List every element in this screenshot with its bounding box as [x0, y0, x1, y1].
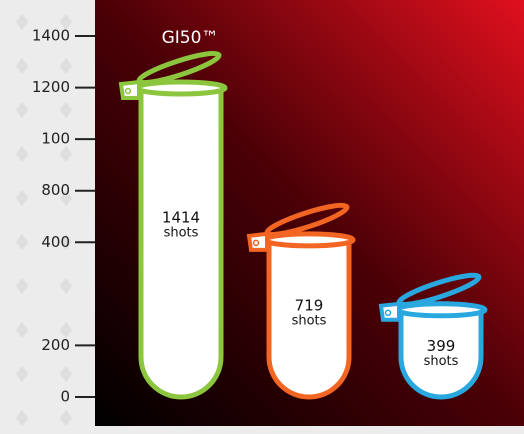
value-label: 399: [427, 337, 456, 355]
tube-rim: [134, 79, 228, 97]
y-tick-label: 1400: [32, 27, 70, 45]
chart-title: GI50™: [162, 28, 219, 48]
y-tick-label: 800: [41, 181, 70, 199]
hinge-dot: [252, 239, 260, 247]
value-unit: shots: [164, 225, 199, 240]
y-tick-label: 100: [41, 130, 70, 148]
tube-rim: [262, 231, 356, 249]
hinge-dot: [124, 87, 132, 95]
y-tick-label: 1200: [32, 78, 70, 96]
value-unit: shots: [424, 354, 459, 369]
value-label: 1414: [162, 208, 200, 226]
tube-body: [138, 85, 224, 400]
tube-body: [266, 237, 352, 400]
tube-rim: [394, 301, 488, 319]
y-tick-label: 200: [41, 336, 70, 354]
hinge-dot: [384, 309, 392, 317]
y-tick-label: 0: [60, 388, 70, 406]
value-label: 719: [295, 296, 324, 314]
y-tick-label: 400: [41, 233, 70, 251]
tube-body: [398, 307, 484, 400]
value-unit: shots: [292, 313, 327, 328]
